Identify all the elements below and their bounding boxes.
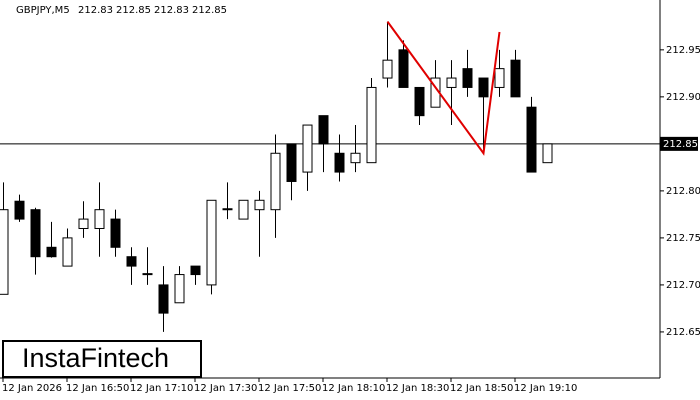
candle-body	[62, 237, 73, 267]
x-tick-label: 12 Jan 18:10	[322, 383, 385, 394]
candle-body	[494, 68, 505, 88]
logo: InstaFintech	[22, 343, 169, 373]
ohlc-value: 212.83	[154, 5, 189, 16]
x-tick-label: 12 Jan 19:10	[514, 383, 577, 394]
candle-body	[478, 77, 489, 98]
candle-body	[46, 246, 57, 258]
candle-body	[318, 115, 329, 145]
candle-body	[142, 273, 153, 276]
candle-body	[206, 199, 217, 286]
ohlc-value: 212.85	[116, 5, 151, 16]
candle-body	[366, 86, 377, 164]
x-tick-label: 12 Jan 17:10	[130, 383, 193, 394]
candle-body	[94, 209, 105, 229]
candle-body	[526, 106, 537, 173]
candle-body	[414, 86, 425, 117]
x-tick-label: 12 Jan 18:30	[386, 383, 449, 394]
candle-body	[510, 59, 521, 98]
ohlc-value: 212.85	[192, 5, 227, 16]
candle-body	[174, 274, 185, 304]
x-tick-label: 12 Jan 17:30	[194, 383, 257, 394]
candle-body	[30, 209, 41, 258]
candle-body	[286, 143, 297, 182]
y-tick-label: 212.65	[666, 327, 700, 338]
y-tick-label: 212.95	[666, 45, 700, 56]
y-tick-label: 212.70	[666, 280, 700, 291]
candle-body	[254, 199, 265, 211]
candle-body	[462, 68, 473, 88]
candle-body	[0, 209, 9, 295]
candle-body	[110, 218, 121, 248]
candle-body	[398, 49, 409, 88]
ohlc-value: 212.83	[78, 5, 113, 16]
y-tick-label: 212.80	[666, 186, 700, 197]
candle-body	[382, 59, 393, 79]
candle-body	[158, 284, 169, 314]
candle-body	[542, 143, 553, 164]
candle-body	[350, 152, 361, 164]
candle-body	[14, 200, 25, 220]
x-tick-label: 12 Jan 2026	[2, 383, 62, 394]
price-label: 212.85	[663, 139, 698, 150]
x-tick-label: 12 Jan 18:50	[450, 383, 513, 394]
candle-body	[222, 208, 233, 211]
candle-body	[238, 199, 249, 220]
candle-body	[302, 124, 313, 173]
price-label-box	[660, 136, 698, 151]
candle-body	[446, 77, 457, 88]
candle-body	[334, 152, 345, 173]
y-tick-label: 212.75	[666, 233, 700, 244]
x-tick-label: 12 Jan 17:50	[258, 383, 321, 394]
logo-box	[2, 340, 202, 378]
candle-body	[270, 152, 281, 211]
candle-body	[126, 256, 137, 267]
y-tick-label: 212.90	[666, 92, 700, 103]
x-tick-label: 12 Jan 16:50	[66, 383, 129, 394]
symbol-title: GBPJPY,M5	[16, 5, 70, 16]
candle-body	[190, 265, 201, 276]
candle-body	[78, 218, 89, 229]
pattern-line	[386, 21, 501, 156]
